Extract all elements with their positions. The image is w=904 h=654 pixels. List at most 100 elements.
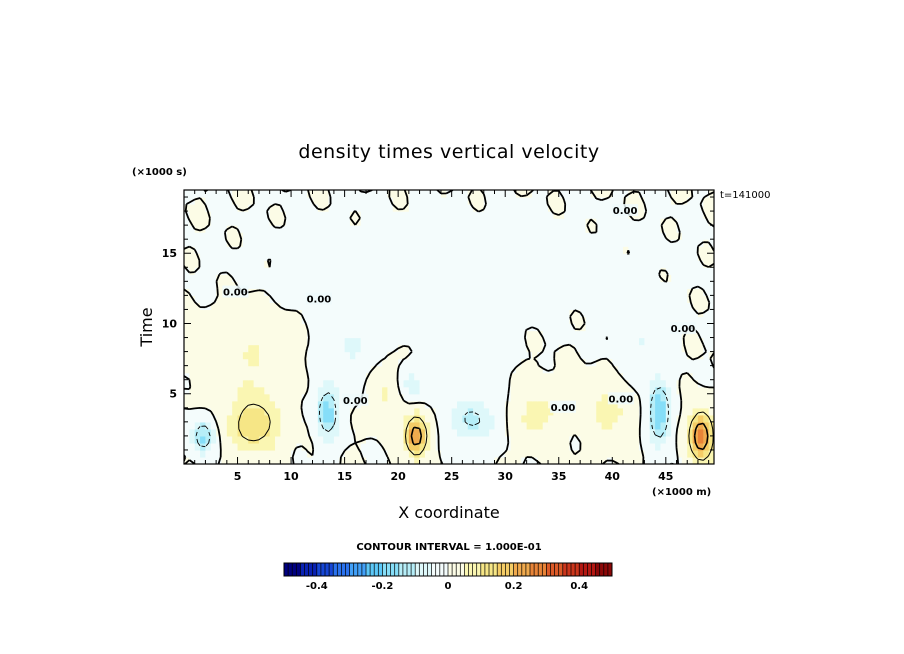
heatmap-cell [184, 323, 190, 332]
heatmap-cell [681, 428, 688, 437]
heatmap-cell [280, 204, 287, 212]
heatmap-cell [494, 393, 501, 402]
heatmap-cell [692, 400, 699, 409]
heatmap-cell [483, 407, 490, 416]
heatmap-cell [585, 386, 592, 395]
heatmap-cell [355, 379, 362, 388]
heatmap-cell [275, 190, 281, 198]
heatmap-cell [655, 232, 662, 240]
heatmap-cell [435, 358, 442, 367]
heatmap-cell [360, 428, 367, 437]
heatmap-cell [660, 421, 667, 430]
heatmap-cell [515, 218, 522, 226]
heatmap-cell [210, 358, 217, 367]
heatmap-cell [708, 337, 714, 346]
heatmap-cell [489, 225, 496, 233]
heatmap-cell [649, 295, 656, 304]
heatmap-cell [205, 197, 212, 205]
heatmap-cell [301, 449, 308, 458]
heatmap-cell [590, 372, 597, 381]
heatmap-cell [291, 428, 298, 437]
heatmap-cell [483, 379, 490, 388]
heatmap-cell [387, 407, 394, 416]
heatmap-cell [221, 442, 228, 451]
heatmap-cell [537, 309, 544, 318]
heatmap-cell [371, 225, 378, 233]
heatmap-cell [462, 218, 469, 226]
heatmap-cell [649, 204, 656, 212]
heatmap-cell [275, 239, 281, 247]
heatmap-cell [296, 211, 303, 219]
heatmap-cell [622, 442, 629, 451]
heatmap-cell [430, 267, 437, 275]
heatmap-cell [617, 232, 624, 240]
heatmap-cell [483, 358, 490, 367]
heatmap-cell [628, 288, 635, 296]
heatmap-cell [451, 246, 458, 254]
heatmap-cell [499, 246, 506, 254]
heatmap-cell [590, 386, 597, 395]
heatmap-cell [553, 281, 560, 289]
heatmap-cell [510, 414, 517, 423]
heatmap-cell [676, 428, 683, 437]
heatmap-cell [328, 190, 335, 198]
heatmap-cell [382, 225, 389, 233]
heatmap-cell [210, 400, 217, 409]
heatmap-cell [569, 197, 576, 205]
heatmap-cell [323, 414, 330, 423]
heatmap-cell [387, 232, 394, 240]
heatmap-cell [333, 232, 340, 240]
heatmap-cell [526, 358, 533, 367]
heatmap-cell [644, 295, 651, 304]
heatmap-cell [462, 239, 469, 247]
heatmap-cell [264, 316, 271, 325]
heatmap-cell [376, 365, 383, 374]
contour-label: 0.00 [307, 295, 332, 306]
heatmap-cell [515, 330, 522, 339]
heatmap-cell [574, 288, 581, 296]
heatmap-cell [317, 372, 324, 381]
heatmap-cell [574, 365, 581, 374]
heatmap-cell [483, 232, 490, 240]
heatmap-cell [515, 435, 522, 444]
heatmap-cell [382, 274, 389, 282]
heatmap-cell [221, 253, 228, 261]
heatmap-cell [194, 302, 201, 311]
heatmap-cell [237, 414, 244, 423]
heatmap-cell [430, 225, 437, 233]
heatmap-cell [708, 323, 714, 332]
heatmap-cell [408, 386, 415, 395]
heatmap-cell [285, 407, 292, 416]
heatmap-cell [221, 344, 228, 353]
heatmap-cell [349, 295, 356, 304]
heatmap-cell [446, 330, 453, 339]
heatmap-cell [708, 428, 714, 437]
heatmap-cell [392, 330, 399, 339]
heatmap-cell [633, 253, 640, 261]
heatmap-cell [601, 246, 608, 254]
heatmap-cell [226, 386, 233, 395]
x-axis-label: X coordinate [398, 503, 499, 522]
heatmap-cell [601, 400, 608, 409]
heatmap-cell [339, 365, 346, 374]
heatmap-cell [612, 246, 619, 254]
heatmap-cell [590, 344, 597, 353]
heatmap-cell [489, 407, 496, 416]
heatmap-cell [489, 190, 496, 198]
heatmap-cell [446, 260, 453, 268]
heatmap-cell [478, 400, 485, 409]
heatmap-cell [269, 232, 276, 240]
heatmap-cell [671, 211, 678, 219]
heatmap-cell [612, 295, 619, 304]
heatmap-cell [639, 246, 645, 254]
heatmap-cell [408, 400, 415, 409]
heatmap-cell [478, 302, 485, 311]
heatmap-cell [264, 456, 271, 464]
heatmap-cell [451, 449, 458, 458]
heatmap-cell [697, 365, 704, 374]
heatmap-cell [606, 218, 613, 226]
heatmap-cell [184, 386, 190, 395]
heatmap-cell [280, 372, 287, 381]
heatmap-cell [333, 281, 340, 289]
heatmap-cell [392, 407, 399, 416]
